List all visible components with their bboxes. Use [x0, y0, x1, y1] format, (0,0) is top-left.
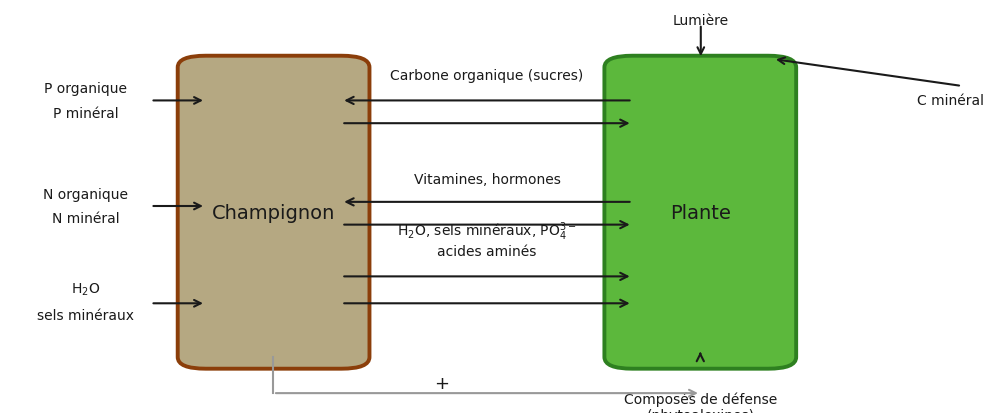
Text: sels minéraux: sels minéraux	[37, 308, 133, 322]
Text: Vitamines, hormones: Vitamines, hormones	[413, 173, 560, 187]
Text: H$_2$O, sels minéraux, PO$_4^{3-}$
acides aminés: H$_2$O, sels minéraux, PO$_4^{3-}$ acide…	[397, 219, 576, 258]
Text: P organique: P organique	[44, 82, 126, 96]
Text: H$_2$O: H$_2$O	[70, 281, 100, 297]
Text: C minéral: C minéral	[916, 94, 983, 108]
FancyBboxPatch shape	[178, 57, 369, 369]
FancyBboxPatch shape	[604, 57, 795, 369]
Text: N minéral: N minéral	[51, 212, 119, 226]
Text: Composés de défense
(phytoalexines): Composés de défense (phytoalexines)	[623, 391, 776, 413]
Text: +: +	[434, 374, 448, 392]
Text: Champignon: Champignon	[212, 203, 335, 222]
Text: N organique: N organique	[43, 187, 127, 201]
Text: P minéral: P minéral	[52, 107, 118, 121]
Text: Carbone organique (sucres): Carbone organique (sucres)	[390, 69, 583, 83]
Text: Lumière: Lumière	[672, 14, 728, 28]
Text: Plante: Plante	[669, 203, 730, 222]
